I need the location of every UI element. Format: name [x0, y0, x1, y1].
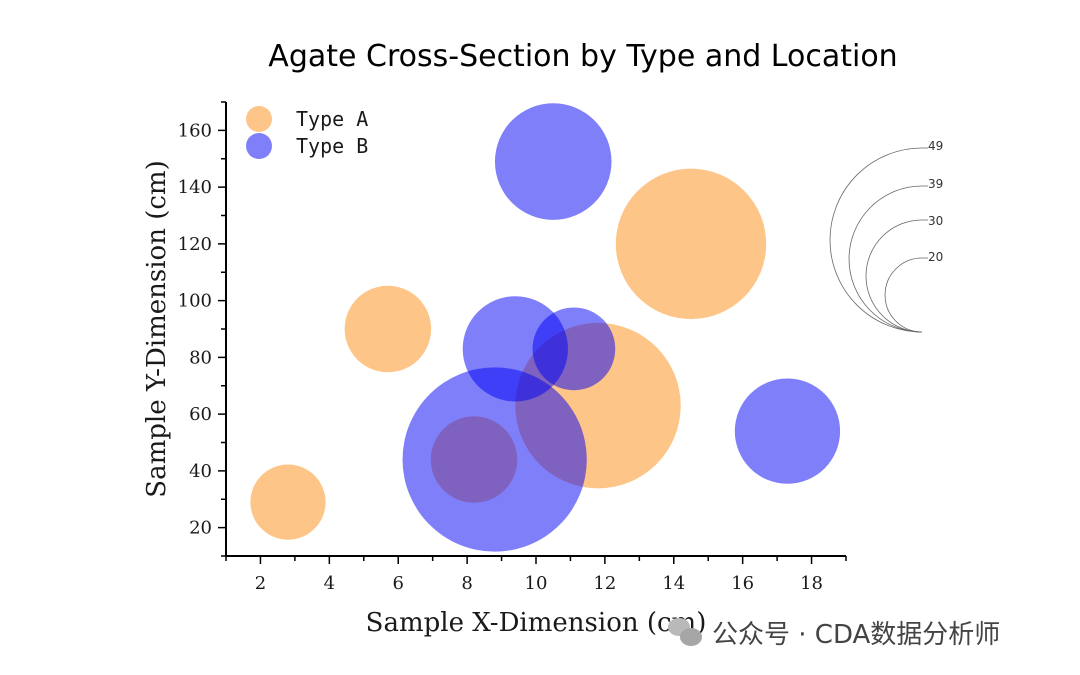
- bubble-type-a-0: [250, 464, 326, 540]
- x-tick-label: 2: [255, 573, 266, 594]
- bubble-type-b-2: [532, 307, 616, 391]
- legend-marker-type-b: [246, 133, 272, 159]
- chart-title: Agate Cross-Section by Type and Location: [268, 39, 897, 74]
- bubbles: [250, 103, 841, 552]
- size-legend-arc-30: [865, 219, 928, 333]
- legend-marker-type-a: [246, 106, 272, 132]
- y-tick-label: 40: [189, 461, 212, 482]
- bubble-type-b-0: [494, 103, 612, 220]
- bubble-type-a-1: [344, 285, 432, 373]
- y-tick-label: 100: [178, 291, 212, 312]
- x-axis-label: Sample X-Dimension (cm): [366, 608, 707, 638]
- size-legend-label-49: 49: [928, 139, 943, 153]
- x-tick-label: 14: [662, 573, 685, 594]
- y-tick-label: 80: [189, 347, 212, 368]
- bubble-type-b-3: [402, 367, 587, 552]
- size-legend-label-20: 20: [928, 250, 943, 264]
- y-tick-label: 20: [189, 518, 212, 539]
- bubble-type-b-4: [734, 378, 841, 484]
- size-legend-label-30: 30: [928, 214, 943, 228]
- x-tick-label: 12: [593, 573, 616, 594]
- legend-label-type-a: Type A: [296, 107, 368, 131]
- size-legend-label-39: 39: [928, 177, 943, 191]
- x-tick-label: 8: [461, 573, 472, 594]
- bubble-type-a-4: [615, 168, 767, 320]
- watermark-text: 公众号 · CDA数据分析师: [712, 619, 1001, 650]
- x-tick-label: 4: [324, 573, 335, 594]
- watermark: 公众号 · CDA数据分析师: [668, 612, 1000, 652]
- x-tick-label: 16: [731, 573, 754, 594]
- y-tick-label: 160: [178, 120, 212, 141]
- size-legend-arc-39: [848, 185, 928, 333]
- wechat-icon: [668, 616, 704, 648]
- y-tick-label: 140: [178, 177, 212, 198]
- y-tick-label: 120: [178, 234, 212, 255]
- size-legend-arc-20: [884, 257, 928, 333]
- x-tick-label: 10: [525, 573, 548, 594]
- y-ticks: 20 40 60 80 100 120 140 160: [178, 101, 226, 557]
- legend-label-type-b: Type B: [296, 134, 368, 158]
- size-legend: 49 39 30 20: [829, 139, 943, 333]
- x-tick-label: 6: [392, 573, 403, 594]
- legend: Type A Type B: [246, 106, 368, 159]
- x-ticks: 2 4 6 8 10 12 14 16 18: [225, 556, 847, 594]
- y-axis-label: Sample Y-Dimension (cm): [142, 160, 172, 497]
- size-legend-arc-49: [829, 147, 928, 333]
- x-tick-label: 18: [800, 573, 823, 594]
- y-tick-label: 60: [189, 404, 212, 425]
